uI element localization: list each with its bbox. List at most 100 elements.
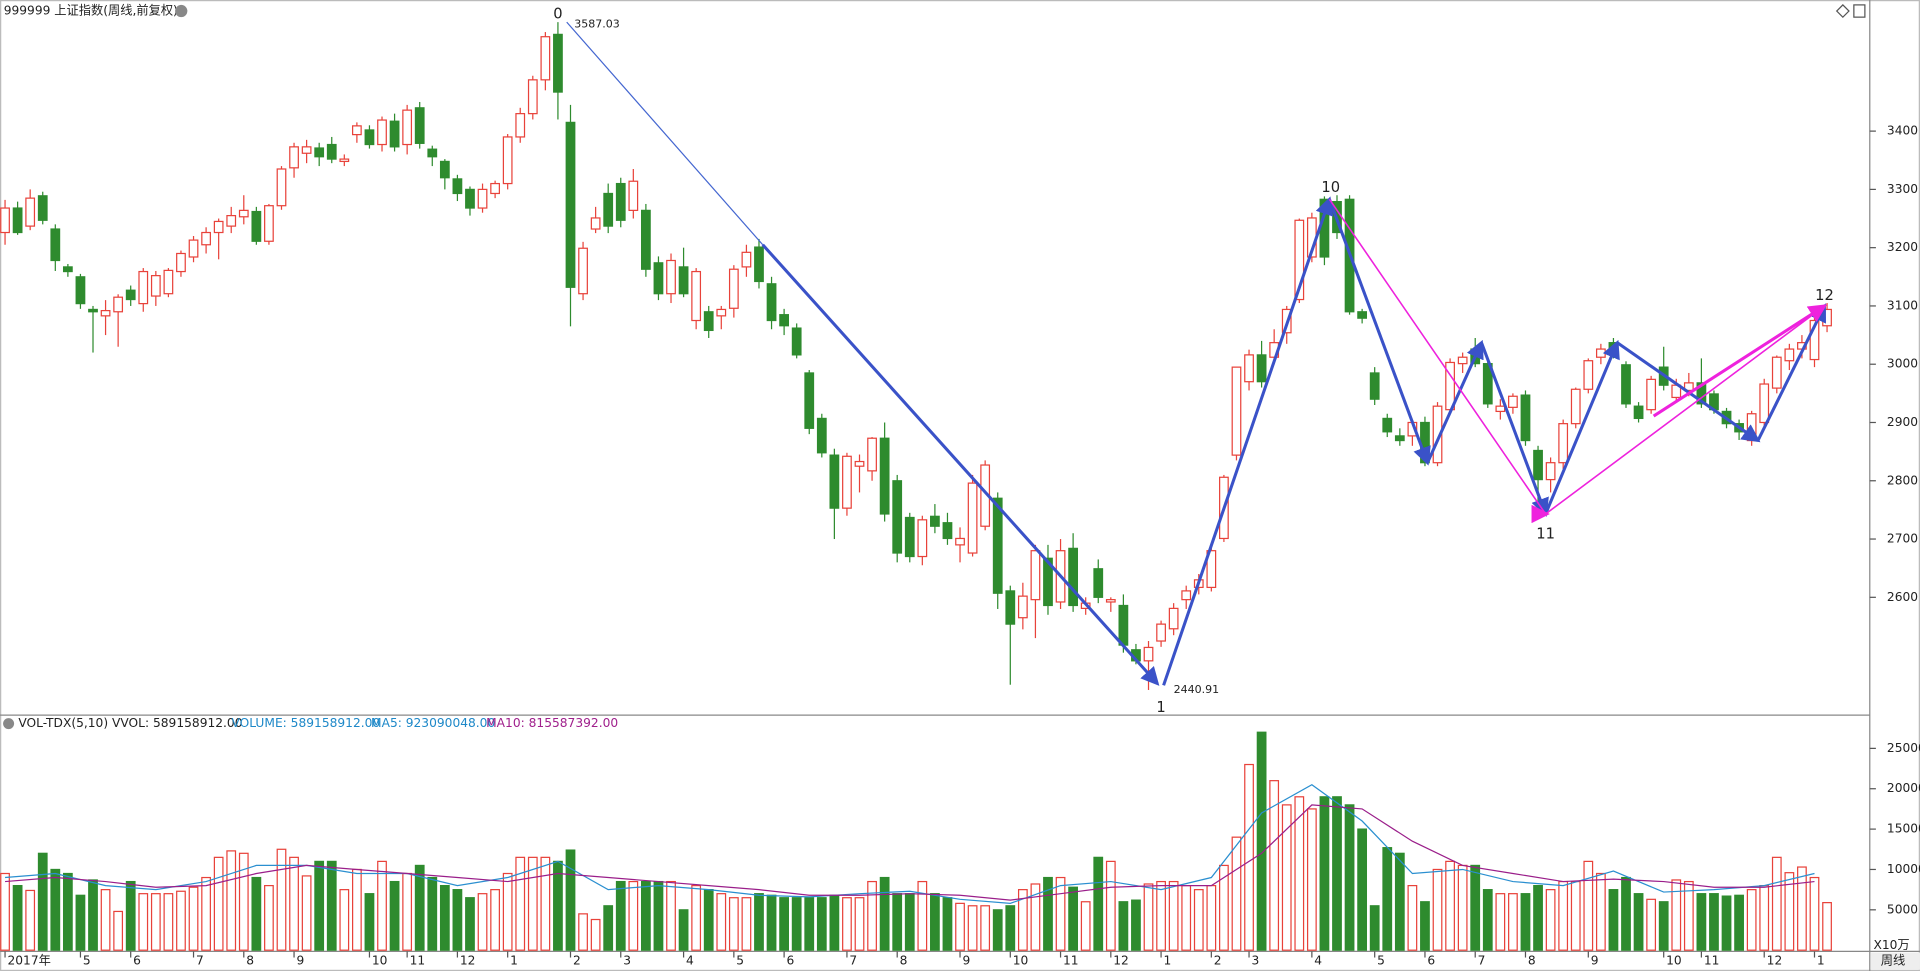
- candle-body: [1771, 356, 1782, 389]
- candle-body: [465, 188, 475, 209]
- volume-bar: [201, 876, 211, 951]
- candle-body: [1822, 308, 1832, 327]
- candle-body: [188, 239, 199, 258]
- x-tick-label: 1: [510, 954, 518, 968]
- volume-bar: [1420, 901, 1430, 951]
- candle-body: [641, 209, 651, 270]
- candle-body: [653, 262, 664, 295]
- volume-bar: [452, 889, 463, 951]
- volume-bar: [414, 864, 425, 951]
- candle-body: [565, 121, 576, 288]
- candle-body: [1030, 550, 1041, 601]
- volume-bar: [553, 860, 563, 951]
- volume-bar: [1407, 884, 1418, 951]
- candle-body: [691, 270, 702, 322]
- candle-body: [553, 33, 563, 93]
- x-tick-label: 10: [1013, 954, 1029, 968]
- candle-body: [389, 120, 400, 148]
- candle-body: [1533, 449, 1543, 481]
- annotation: 0: [553, 6, 562, 23]
- candle-body: [716, 308, 727, 317]
- candle-body: [1457, 356, 1468, 365]
- candle-body: [1181, 590, 1192, 601]
- volume-bar: [980, 905, 991, 951]
- candle-body: [1017, 595, 1028, 619]
- candle-body: [251, 210, 262, 242]
- menu-button[interactable]: [175, 4, 188, 18]
- volume-bar: [1558, 880, 1569, 951]
- period-box[interactable]: [1871, 952, 1920, 970]
- x-tick-label: 10: [372, 954, 388, 968]
- volume-bar: [1545, 889, 1556, 951]
- candle-body: [1570, 388, 1581, 425]
- volume-bar: [1017, 889, 1028, 951]
- volume-bar: [75, 894, 86, 951]
- candle-body: [854, 460, 865, 467]
- volume-bar: [829, 894, 840, 951]
- candle-body: [326, 143, 337, 160]
- volume-bar: [477, 893, 488, 951]
- volume-bar: [301, 875, 312, 951]
- candle-body: [100, 309, 111, 317]
- volume-bar: [1784, 872, 1795, 951]
- x-tick-label: 5: [83, 954, 91, 968]
- candle-body: [917, 519, 928, 558]
- volume-bar: [1583, 860, 1594, 951]
- volume-bar: [1206, 884, 1217, 951]
- candle-body: [741, 251, 752, 268]
- volume-bar: [1193, 889, 1204, 951]
- volume-bar: [1131, 899, 1141, 951]
- volume-bar: [1382, 847, 1393, 951]
- volume-bar: [1244, 763, 1254, 951]
- candle-body: [678, 266, 689, 295]
- candle-body: [603, 192, 614, 227]
- volume-bar: [1030, 883, 1041, 951]
- volume-bar: [779, 897, 789, 951]
- volume-bar: [1822, 902, 1832, 951]
- volume-bar: [339, 889, 350, 951]
- x-tick-label: 2017年: [7, 954, 50, 968]
- x-tick-label: 7: [1478, 954, 1486, 968]
- candle-body: [264, 205, 274, 242]
- volume-bar: [150, 893, 161, 951]
- y-tick-label: 2800: [1887, 473, 1918, 487]
- x-tick-label: 9: [1591, 954, 1599, 968]
- candle-body: [791, 327, 802, 356]
- volume-bar: [427, 876, 438, 951]
- volume-bar: [1269, 780, 1280, 951]
- x-tick-label: 5: [736, 954, 744, 968]
- volume-bar: [816, 897, 827, 951]
- diamond-icon[interactable]: [1835, 4, 1850, 19]
- chart-title: 999999 上证指数(周线,前复权): [4, 3, 178, 18]
- candle-body: [502, 136, 513, 185]
- volume-bar: [1143, 883, 1154, 951]
- candle-body: [1595, 348, 1606, 358]
- candle-body: [904, 516, 915, 558]
- candle-body: [339, 158, 350, 163]
- y-tick-label: 3100: [1887, 298, 1918, 312]
- volume-bar: [1394, 852, 1405, 951]
- volume-bar: [251, 876, 262, 951]
- wave-line: [1652, 304, 1828, 418]
- volume-bar: [238, 852, 249, 951]
- x-tick-label: 1: [1817, 954, 1825, 968]
- volume-menu-button[interactable]: [3, 718, 15, 730]
- volume-bar: [389, 880, 400, 951]
- candle-body: [150, 275, 161, 297]
- volume-bar: [804, 897, 815, 951]
- volume-bar: [1759, 884, 1770, 951]
- candle-body: [1394, 435, 1405, 442]
- candle-body: [1105, 599, 1116, 603]
- candle-body: [1156, 623, 1166, 642]
- panel-icon[interactable]: [1853, 4, 1866, 18]
- candle-body: [1784, 348, 1795, 362]
- candle-body: [615, 182, 626, 221]
- volume-y-tick-label: 15000: [1887, 822, 1920, 836]
- volume-bar: [1445, 860, 1455, 951]
- candle-body: [867, 437, 877, 472]
- volume-bar: [1633, 893, 1644, 951]
- volume-bar: [213, 856, 224, 951]
- volume-bar: [1306, 808, 1317, 951]
- volume-header: VOL-TDX(5,10) VVOL: 589158912.00: [18, 716, 242, 730]
- candle-body: [138, 270, 149, 305]
